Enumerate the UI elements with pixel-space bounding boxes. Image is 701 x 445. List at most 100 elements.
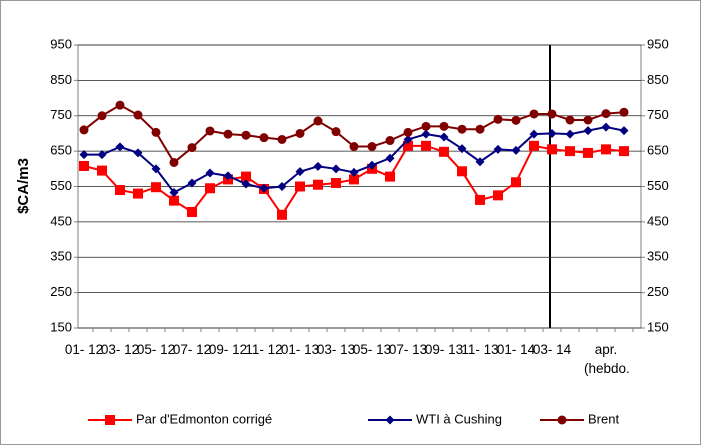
y2-tick-label: 950 xyxy=(647,36,669,51)
y-tick-label: 750 xyxy=(50,107,72,122)
data-point xyxy=(331,164,341,174)
data-point xyxy=(79,160,89,171)
data-point xyxy=(493,190,503,201)
data-point xyxy=(79,150,89,160)
data-point xyxy=(547,144,557,155)
data-point xyxy=(367,160,377,170)
legend-label: WTI à Cushing xyxy=(416,411,502,426)
data-point xyxy=(583,126,593,136)
data-point xyxy=(619,126,629,136)
data-point xyxy=(241,171,251,182)
data-point xyxy=(169,188,179,198)
legend-marker xyxy=(557,415,567,425)
data-point xyxy=(601,122,611,132)
data-point xyxy=(97,111,107,121)
data-point xyxy=(133,110,143,120)
x-tick-label: 01- 12 xyxy=(64,342,104,357)
data-point xyxy=(277,134,287,144)
data-point xyxy=(565,115,575,125)
x-tick-label: 05- 13 xyxy=(352,342,392,357)
data-point xyxy=(583,115,593,125)
y-tick-label: 850 xyxy=(50,72,72,87)
legend-label: Brent xyxy=(588,411,619,426)
data-point xyxy=(241,179,251,189)
y-tick-label: 650 xyxy=(50,143,72,158)
legend-label: Par d'Edmonton corrigé xyxy=(136,411,272,426)
data-point xyxy=(187,143,197,153)
data-point xyxy=(511,115,521,125)
y2-tick-label: 350 xyxy=(647,249,669,264)
data-point xyxy=(187,206,197,217)
data-point xyxy=(475,124,485,134)
data-point xyxy=(169,195,179,206)
data-point xyxy=(367,142,377,152)
data-point xyxy=(79,125,89,135)
data-point xyxy=(259,183,269,193)
data-point xyxy=(457,166,467,177)
data-point xyxy=(565,146,575,157)
x-tick-label: 03- 12 xyxy=(100,342,140,357)
data-point xyxy=(133,188,143,199)
data-point xyxy=(151,127,161,137)
data-point xyxy=(295,181,305,192)
data-point xyxy=(403,140,413,151)
data-point xyxy=(331,127,341,137)
y2-tick-label: 650 xyxy=(647,143,669,158)
data-point xyxy=(115,100,125,110)
data-point xyxy=(223,129,233,139)
data-point xyxy=(529,140,539,151)
data-point xyxy=(133,148,143,158)
data-point xyxy=(205,168,215,178)
data-point xyxy=(475,194,485,205)
data-point xyxy=(97,150,107,160)
data-point xyxy=(493,144,503,154)
data-point xyxy=(331,177,341,188)
y2-tick-label: 750 xyxy=(647,107,669,122)
data-point xyxy=(205,183,215,194)
data-point xyxy=(547,109,557,119)
x-tick-label: 07- 12 xyxy=(172,342,212,357)
data-point xyxy=(403,127,413,137)
y-axis-label: $CA/m3 xyxy=(15,158,32,214)
data-point xyxy=(493,114,503,124)
data-point xyxy=(385,171,395,182)
y-tick-label: 250 xyxy=(50,284,72,299)
data-point xyxy=(241,130,251,140)
data-point xyxy=(529,129,539,139)
x-tick-label: 01- 14 xyxy=(496,342,536,357)
y-tick-label: 150 xyxy=(50,319,72,334)
data-point xyxy=(385,153,395,163)
data-point xyxy=(313,161,323,171)
data-point xyxy=(385,136,395,146)
data-point xyxy=(295,128,305,138)
data-point xyxy=(421,140,431,151)
x-tick-label: 03- 14 xyxy=(532,342,572,357)
data-point xyxy=(529,109,539,119)
data-point xyxy=(439,132,449,142)
data-point xyxy=(601,144,611,155)
data-point xyxy=(259,133,269,143)
data-point xyxy=(277,209,287,220)
data-point xyxy=(511,145,521,155)
data-point xyxy=(151,164,161,174)
data-point xyxy=(277,182,287,191)
data-point xyxy=(187,178,197,188)
y-tick-label: 950 xyxy=(50,36,72,51)
data-point xyxy=(349,167,359,177)
x-tick-label: 09- 12 xyxy=(208,342,248,357)
data-point xyxy=(403,134,413,144)
data-point xyxy=(349,142,359,152)
data-point xyxy=(421,121,431,131)
data-point xyxy=(97,165,107,176)
data-point xyxy=(547,128,557,138)
y-tick-label: 450 xyxy=(50,213,72,228)
legend-marker xyxy=(385,415,395,425)
data-point xyxy=(619,146,629,157)
data-point xyxy=(115,185,125,196)
data-point xyxy=(439,121,449,131)
x-tick-label: 11- 12 xyxy=(245,342,283,357)
x-tick-label: 07- 13 xyxy=(388,342,428,357)
x-tick-label: 09- 13 xyxy=(424,342,464,357)
x-tick-label: 01- 13 xyxy=(280,342,320,357)
data-point xyxy=(313,116,323,126)
